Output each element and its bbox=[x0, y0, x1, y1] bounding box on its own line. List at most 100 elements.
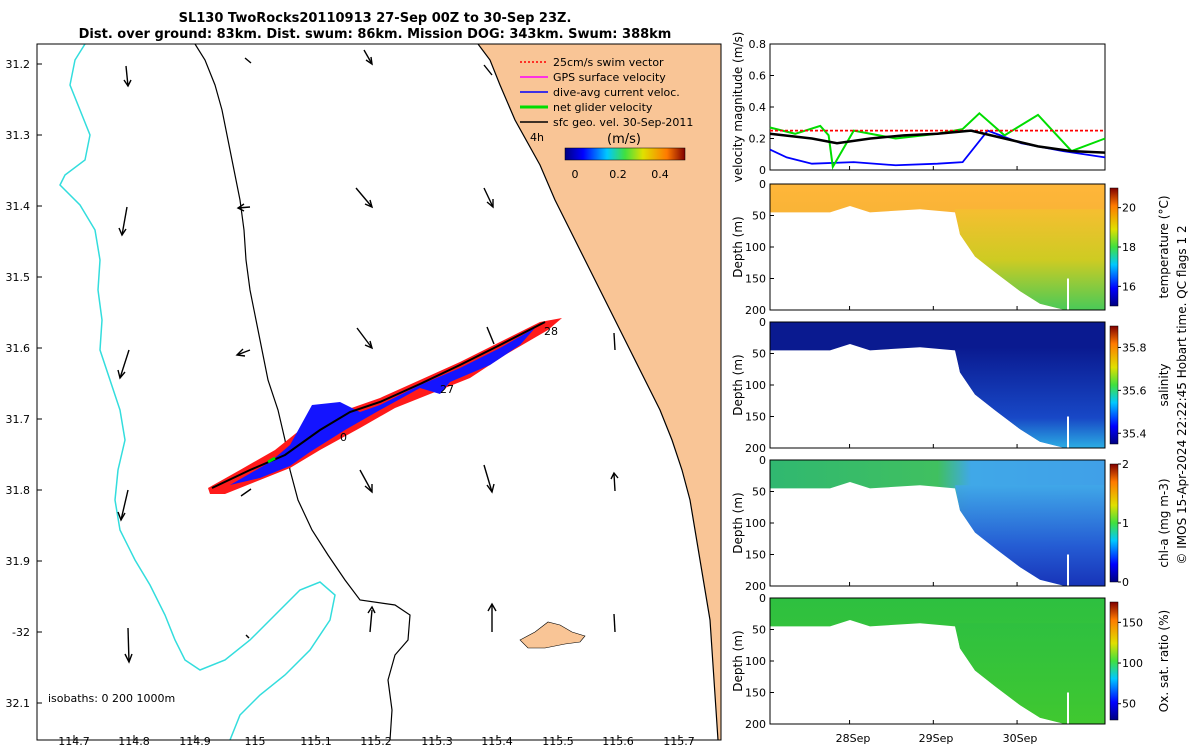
map-cbar-tick-0: 0 bbox=[572, 168, 579, 181]
depth-ylabel: Depth (m) bbox=[731, 354, 745, 415]
velocity-ytick: 0.2 bbox=[749, 133, 767, 146]
colorbar-label: Ox. sat. ratio (%) bbox=[1157, 610, 1171, 712]
depth-ytick: 150 bbox=[745, 273, 766, 286]
panel-temperature: 0 50 100 150 200 Depth (m) 16 18 20 temperature (… bbox=[731, 178, 1171, 317]
lat-tick: 31.9 bbox=[6, 555, 31, 568]
lon-tick: 115.2 bbox=[360, 735, 392, 748]
lon-tick: 115.7 bbox=[663, 735, 695, 748]
colorbar-tick: 20 bbox=[1122, 202, 1136, 215]
depth-ytick: 0 bbox=[759, 178, 766, 191]
colorbar-tick: 18 bbox=[1122, 241, 1136, 254]
depth-ytick: 200 bbox=[745, 442, 766, 455]
colorbar-tick: 50 bbox=[1122, 698, 1136, 711]
lat-tick: 32.1 bbox=[6, 697, 31, 710]
map-panel: 28 27 0 25cm/s swim vector GPS surface v… bbox=[6, 43, 722, 748]
depth-ytick: 0 bbox=[759, 592, 766, 605]
velocity-series bbox=[769, 111, 1106, 170]
depth-ylabel: Depth (m) bbox=[731, 492, 745, 553]
depth-ytick: 150 bbox=[745, 687, 766, 700]
depth-ytick: 0 bbox=[759, 454, 766, 467]
velocity-ytick: 0 bbox=[759, 164, 766, 177]
time-tick-29sep: 29Sep bbox=[919, 732, 954, 745]
lat-tick: 31.6 bbox=[6, 342, 31, 355]
colorbar-label: temperature (°C) bbox=[1157, 196, 1171, 299]
map-cbar-tick-02: 0.2 bbox=[609, 168, 627, 181]
lat-tick: 31.8 bbox=[6, 484, 31, 497]
time-tick-30sep: 30Sep bbox=[1003, 732, 1038, 745]
lon-tick: 115.4 bbox=[481, 735, 513, 748]
depth-ylabel: Depth (m) bbox=[731, 630, 745, 691]
copyright-note: © IMOS 15-Apr-2024 22:22:45 Hobart time.… bbox=[1175, 225, 1189, 564]
map-legend: 25cm/s swim vector GPS surface velocity … bbox=[520, 56, 693, 181]
map-lat-axis: 31.2 31.3 31.4 31.5 31.6 31.7 31.8 31.9 -32 32.1 bbox=[6, 58, 42, 710]
legend-dive-avg: dive-avg current veloc. bbox=[553, 86, 680, 99]
map-colorbar bbox=[564, 147, 686, 161]
colorbar-tick: 35.4 bbox=[1122, 427, 1147, 440]
lat-tick: 31.5 bbox=[6, 271, 31, 284]
velocity-ytick: 0.6 bbox=[749, 70, 767, 83]
lon-tick: 114.8 bbox=[118, 735, 150, 748]
map-cbar-tick-04: 0.4 bbox=[651, 168, 669, 181]
isobath-0m bbox=[477, 44, 719, 740]
depth-ytick: 50 bbox=[752, 210, 766, 223]
lon-tick: 115.5 bbox=[542, 735, 574, 748]
section-colorbar bbox=[1109, 325, 1119, 445]
velocity-ytick: 0.4 bbox=[749, 101, 767, 114]
depth-ytick: 200 bbox=[745, 580, 766, 593]
lon-tick: 115.1 bbox=[300, 735, 332, 748]
track-label-0: 0 bbox=[340, 431, 347, 444]
geo-velocity-arrows bbox=[117, 49, 619, 664]
depth-ytick: 50 bbox=[752, 486, 766, 499]
colorbar-tick: 35.6 bbox=[1122, 384, 1147, 397]
colorbar-tick: 0 bbox=[1122, 576, 1129, 589]
velocity-ytick: 0.8 bbox=[749, 38, 767, 51]
map-lon-axis: 114.7 114.8 114.9 115 115.1 115.2 115.3 115.4 11… bbox=[58, 735, 695, 748]
colorbar-label: chl-a (mg m-3) bbox=[1157, 478, 1171, 567]
panel-oxygen: 0 50 100 150 200 Depth (m) 50 100 150 Ox. sat. ra… bbox=[731, 592, 1171, 731]
velocity-series-line bbox=[769, 111, 1106, 170]
depth-ytick: 100 bbox=[745, 241, 766, 254]
map-colorbar-label: (m/s) bbox=[607, 132, 641, 147]
net-glider-segment bbox=[267, 456, 276, 464]
lat-tick: 31.7 bbox=[6, 413, 31, 426]
island bbox=[519, 621, 586, 649]
depth-ytick: 200 bbox=[745, 718, 766, 731]
velocity-panel: 0 0.2 0.4 0.6 0.8 velocity magnitude (m/s) bbox=[731, 32, 1106, 183]
time-axis: 28Sep 29Sep 30Sep bbox=[836, 732, 1038, 745]
section-colorbar bbox=[1109, 601, 1119, 721]
colorbar-tick: 2 bbox=[1122, 458, 1129, 471]
section-colorbar bbox=[1109, 463, 1119, 583]
depth-ytick: 50 bbox=[752, 348, 766, 361]
land-mass bbox=[478, 44, 721, 740]
chart-title-line2: Dist. over ground: 83km. Dist. swum: 86k… bbox=[79, 27, 672, 42]
legend-gps-surface: GPS surface velocity bbox=[553, 71, 666, 84]
lon-tick: 115.6 bbox=[602, 735, 634, 748]
colorbar-tick: 100 bbox=[1122, 657, 1143, 670]
chart-title-line1: SL130 TwoRocks20110913 27-Sep 00Z to 30-… bbox=[179, 11, 572, 26]
legend-swim-vector: 25cm/s swim vector bbox=[553, 56, 664, 69]
lon-tick: 114.7 bbox=[58, 735, 90, 748]
lon-tick: 115.3 bbox=[421, 735, 453, 748]
isobaths-label: isobaths: 0 200 1000m bbox=[48, 692, 175, 705]
depth-ytick: 0 bbox=[759, 316, 766, 329]
net-glider-track bbox=[211, 321, 546, 489]
depth-ytick: 50 bbox=[752, 624, 766, 637]
dive-avg-current-swath bbox=[230, 328, 535, 485]
lat-tick: 31.3 bbox=[6, 129, 31, 142]
legend-4h: 4h bbox=[530, 131, 544, 144]
lat-tick: 31.4 bbox=[6, 200, 31, 213]
velocity-ylabel: velocity magnitude (m/s) bbox=[731, 32, 745, 183]
depth-ytick: 100 bbox=[745, 517, 766, 530]
depth-ytick: 150 bbox=[745, 411, 766, 424]
depth-ytick: 200 bbox=[745, 304, 766, 317]
velocity-y-axis: 0 0.2 0.4 0.6 0.8 bbox=[749, 38, 1018, 177]
track-label-28: 28 bbox=[544, 325, 558, 338]
legend-net-glider: net glider velocity bbox=[553, 101, 653, 114]
isobath-1000m bbox=[59, 44, 336, 740]
lat-tick: -32 bbox=[12, 626, 30, 639]
colorbar-tick: 35.8 bbox=[1122, 341, 1147, 354]
isobath-200m bbox=[194, 44, 411, 740]
panel-chla: 0 50 100 150 200 Depth (m) 0 1 2 chl-a (mg m-3) bbox=[731, 454, 1171, 593]
colorbar-label: salinity bbox=[1157, 363, 1171, 406]
depth-ytick: 100 bbox=[745, 655, 766, 668]
